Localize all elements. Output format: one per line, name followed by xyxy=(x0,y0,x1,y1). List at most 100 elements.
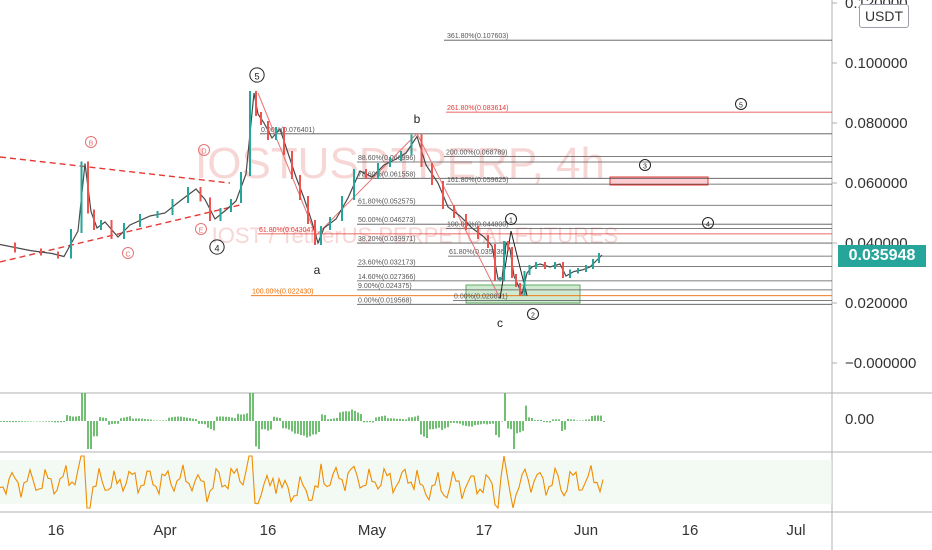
wave-label-circle xyxy=(735,98,747,110)
oscillator-bar xyxy=(333,418,335,421)
oscillator-bar xyxy=(405,419,407,421)
x-tick-label: 16 xyxy=(260,522,277,539)
wave-labels: 5 4 a b c 1 2 3 4 5 B C D E xyxy=(85,67,747,330)
oscillator-bar xyxy=(0,421,2,422)
wave-label-circle xyxy=(85,136,97,148)
oscillator-bar xyxy=(585,419,587,421)
watermark-symbol: IOSTUSDTPERP, 4h xyxy=(195,139,605,188)
oscillator-bar xyxy=(135,418,137,421)
oscillator-bar xyxy=(348,411,350,421)
oscillator-bar xyxy=(450,421,452,423)
oscillator-bar xyxy=(540,419,542,421)
wave-label: b xyxy=(414,112,421,126)
oscillator-bar xyxy=(189,418,191,421)
oscillator-bar xyxy=(123,417,125,421)
oscillator-bar xyxy=(513,421,515,449)
oscillator-bar xyxy=(210,421,212,430)
oscillator-bar xyxy=(525,405,527,421)
time-axis: 16 Apr 16 May 17 Jun 16 Jul xyxy=(48,522,806,539)
oscillator-bar xyxy=(324,414,326,421)
oscillator-bar xyxy=(594,415,596,421)
oscillator-bar xyxy=(180,416,182,421)
oscillator-bar xyxy=(426,421,428,439)
oscillator-bar xyxy=(174,416,176,421)
oscillator-bar xyxy=(483,421,485,424)
fib-label: 23.60%(0.032173) xyxy=(358,259,416,266)
oscillator-bar xyxy=(300,421,302,436)
x-tick-label: 16 xyxy=(682,522,699,539)
oscillator-bar xyxy=(276,417,278,421)
oscillator-bar xyxy=(285,421,287,429)
wave-label: a xyxy=(314,263,321,277)
oscillator-bar xyxy=(144,418,146,421)
oscillator-bar xyxy=(399,418,401,421)
oscillator-bar xyxy=(564,421,566,430)
oscillator-bar xyxy=(486,421,488,425)
oscillator-bar xyxy=(381,416,383,421)
oscillator-bar xyxy=(375,417,377,421)
oscillator-bar xyxy=(27,421,29,422)
fib-label: 9.00%(0.024375) xyxy=(358,283,412,290)
oscillator-bar xyxy=(459,421,461,424)
oscillator-bar xyxy=(75,416,77,421)
oscillator-bar xyxy=(273,416,275,421)
oscillator-bar xyxy=(498,421,500,438)
fibonacci-levels: 361.80%(0.107603) 261.80%(0.083614) 0.00%(… xyxy=(251,33,832,305)
oscillator-bar xyxy=(402,419,404,421)
oscillator-bar xyxy=(165,420,167,421)
oscillator-bar xyxy=(492,421,494,424)
wave-label: E xyxy=(199,228,204,235)
oscillator-bar xyxy=(216,416,218,421)
oscillator-bar xyxy=(78,415,80,421)
oscillator-bar xyxy=(108,421,110,425)
currency-selector[interactable]: USDT xyxy=(859,4,909,28)
oscillator-bar xyxy=(390,418,392,421)
oscillator-bar xyxy=(231,417,233,421)
elliott-wave-lines xyxy=(257,92,528,299)
oscillator-bar xyxy=(357,412,359,421)
fib-label: 0.00%(0.076401) xyxy=(261,127,315,134)
oscillator-bar xyxy=(303,421,305,436)
fib-label: 261.80%(0.083614) xyxy=(447,105,509,112)
fib-label: 61.80%(0.035636) xyxy=(449,249,507,256)
oscillator-bar xyxy=(366,421,368,423)
fib-label: 14.60%(0.027366) xyxy=(358,274,416,281)
oscillator-bar xyxy=(294,421,296,434)
oscillator-bar xyxy=(102,417,104,421)
oscillator-bar xyxy=(57,421,59,423)
wave-label-circle xyxy=(209,239,225,255)
oscillator-bar xyxy=(555,419,557,421)
oscillator-bar xyxy=(111,421,113,425)
wave-label: 1 xyxy=(509,218,513,225)
oscillator-bar xyxy=(90,421,92,449)
oscillator-bar xyxy=(246,413,248,421)
fib-label: 61.80%(0.043047) xyxy=(259,227,317,234)
oscillator-bar xyxy=(360,414,362,421)
wave-label: 3 xyxy=(643,164,647,171)
oscillator-bar xyxy=(243,414,245,421)
oscillator-bar xyxy=(330,418,332,421)
oscillator-bar xyxy=(408,417,410,421)
oscillator-bar xyxy=(249,393,251,421)
oscillator-bar xyxy=(336,417,338,421)
oscillator-bar xyxy=(588,419,590,421)
oscillator-bar xyxy=(264,421,266,430)
oscillator-bar xyxy=(48,421,50,422)
oscillator-bar xyxy=(444,421,446,429)
oscillator-bar xyxy=(3,421,5,422)
x-tick-label: Apr xyxy=(153,522,176,539)
oscillator-bar xyxy=(501,421,503,422)
oscillator-bar xyxy=(51,421,53,422)
oscillator-zero-label: 0.00 xyxy=(845,411,874,428)
oscillator-bar xyxy=(531,417,533,421)
oscillator-bar xyxy=(288,421,290,430)
oscillator-bar xyxy=(87,421,89,449)
oscillator-bar xyxy=(15,421,17,423)
wave-label: 5 xyxy=(739,103,743,110)
fib-label: 38.20%(0.039971) xyxy=(358,236,416,243)
oscillator-histogram xyxy=(0,393,605,449)
oscillator-bar xyxy=(240,414,242,421)
oscillator-bar xyxy=(201,421,203,424)
oscillator-bar xyxy=(219,416,221,421)
